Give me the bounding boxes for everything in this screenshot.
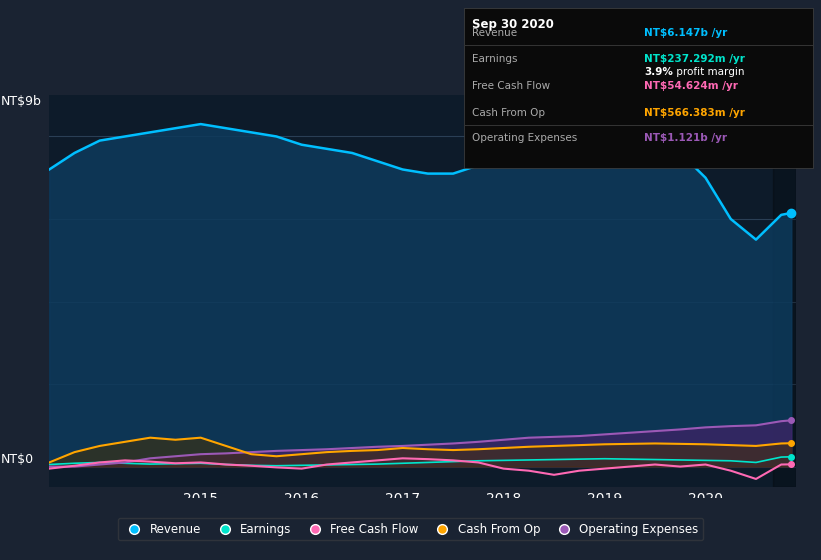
Text: Operating Expenses: Operating Expenses [472,133,577,143]
Text: Free Cash Flow: Free Cash Flow [472,81,550,91]
Legend: Revenue, Earnings, Free Cash Flow, Cash From Op, Operating Expenses: Revenue, Earnings, Free Cash Flow, Cash … [118,518,703,540]
Text: profit margin: profit margin [673,67,745,77]
Text: NT$0: NT$0 [1,452,34,466]
Text: NT$566.383m /yr: NT$566.383m /yr [644,108,745,118]
Text: NT$237.292m /yr: NT$237.292m /yr [644,54,745,64]
Bar [773,95,796,487]
Text: NT$6.147b /yr: NT$6.147b /yr [644,29,727,39]
Text: 3.9%: 3.9% [644,67,673,77]
Text: NT$9b: NT$9b [1,95,42,108]
Text: NT$1.121b /yr: NT$1.121b /yr [644,133,727,143]
Text: Revenue: Revenue [472,29,517,39]
Text: NT$54.624m /yr: NT$54.624m /yr [644,81,738,91]
Text: Earnings: Earnings [472,54,517,64]
Text: Cash From Op: Cash From Op [472,108,545,118]
Text: Sep 30 2020: Sep 30 2020 [472,18,554,31]
